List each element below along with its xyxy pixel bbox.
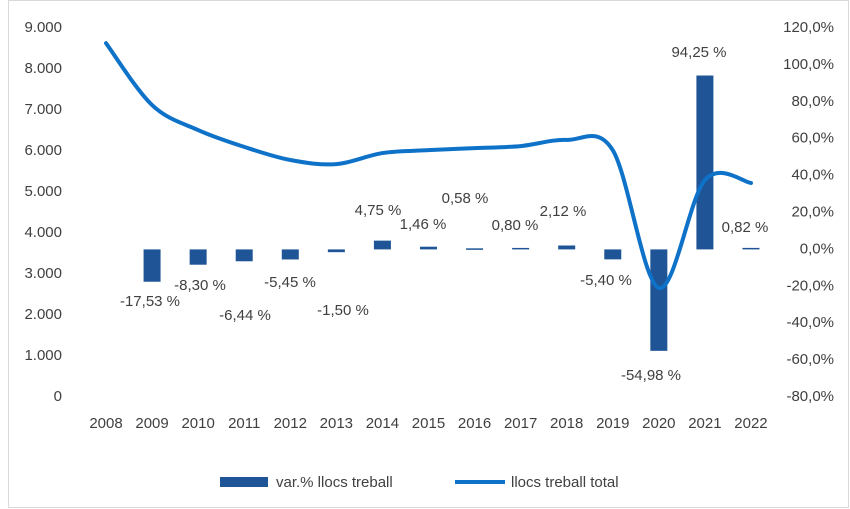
x-tick-label: 2019 xyxy=(596,415,629,432)
legend-swatch xyxy=(220,477,268,487)
data-label: 0,58 % xyxy=(442,190,489,207)
legend-label: var.% llocs treball xyxy=(276,474,393,491)
x-tick-label: 2009 xyxy=(135,415,168,432)
y2-tick-label: -20,0% xyxy=(786,277,834,294)
data-label: -8,30 % xyxy=(174,277,226,294)
data-label: -1,50 % xyxy=(317,302,369,319)
data-label: -5,45 % xyxy=(264,274,316,291)
x-tick-label: 2014 xyxy=(366,415,399,432)
x-tick-label: 2015 xyxy=(412,415,445,432)
x-tick-label: 2018 xyxy=(550,415,583,432)
x-tick-label: 2008 xyxy=(89,415,122,432)
y-tick-label: 7.000 xyxy=(24,101,62,118)
x-tick-label: 2020 xyxy=(642,415,675,432)
data-label: -6,44 % xyxy=(219,307,271,324)
data-label: 0,82 % xyxy=(722,219,769,236)
bar xyxy=(650,249,668,351)
y2-tick-label: 60,0% xyxy=(791,130,834,147)
data-label: 0,80 % xyxy=(492,217,539,234)
y-tick-label: 6.000 xyxy=(24,142,62,159)
bar xyxy=(189,249,207,265)
bar xyxy=(466,248,484,250)
bar xyxy=(235,249,253,262)
data-label: 2,12 % xyxy=(540,203,587,220)
x-tick-label: 2011 xyxy=(228,415,260,432)
data-label: -17,53 % xyxy=(120,293,180,310)
data-label: 1,46 % xyxy=(400,216,447,233)
bar xyxy=(419,246,437,250)
y-tick-label: 0 xyxy=(54,388,62,405)
bar xyxy=(327,249,345,253)
y-tick-label: 4.000 xyxy=(24,224,62,241)
x-tick-label: 2017 xyxy=(504,415,537,432)
y2-tick-label: -60,0% xyxy=(786,351,834,368)
y-tick-label: 3.000 xyxy=(24,265,62,282)
y2-tick-label: 40,0% xyxy=(791,167,834,184)
x-tick-label: 2012 xyxy=(274,415,307,432)
y-tick-label: 8.000 xyxy=(24,60,62,77)
y2-tick-label: 0,0% xyxy=(800,240,834,257)
x-tick-label: 2016 xyxy=(458,415,491,432)
bar xyxy=(696,75,714,250)
y2-tick-label: 20,0% xyxy=(791,203,834,220)
data-label: 4,75 % xyxy=(355,202,402,219)
chart-border xyxy=(8,0,849,508)
bar xyxy=(512,247,530,250)
y2-tick-label: 80,0% xyxy=(791,93,834,110)
x-tick-label: 2010 xyxy=(181,415,214,432)
y2-tick-label: -80,0% xyxy=(786,388,834,405)
y2-tick-label: 120,0% xyxy=(783,19,834,36)
legend-label: llocs treball total xyxy=(511,474,619,491)
data-label: -5,40 % xyxy=(580,272,632,289)
bar xyxy=(742,247,760,250)
y-tick-label: 2.000 xyxy=(24,306,62,323)
line xyxy=(104,41,753,290)
y-tick-label: 9.000 xyxy=(24,19,62,36)
x-tick-label: 2021 xyxy=(688,415,721,432)
y2-tick-label: 100,0% xyxy=(783,56,834,73)
data-label: 94,25 % xyxy=(671,44,726,61)
bar xyxy=(143,249,161,282)
x-tick-label: 2022 xyxy=(734,415,767,432)
bar xyxy=(604,249,622,260)
y2-tick-label: -40,0% xyxy=(786,314,834,331)
data-label: -54,98 % xyxy=(621,367,681,384)
x-tick-label: 2013 xyxy=(320,415,353,432)
bar xyxy=(373,240,391,250)
y-tick-label: 1.000 xyxy=(24,347,62,364)
bar xyxy=(281,249,299,260)
bar xyxy=(558,245,576,250)
y-tick-label: 5.000 xyxy=(24,183,62,200)
